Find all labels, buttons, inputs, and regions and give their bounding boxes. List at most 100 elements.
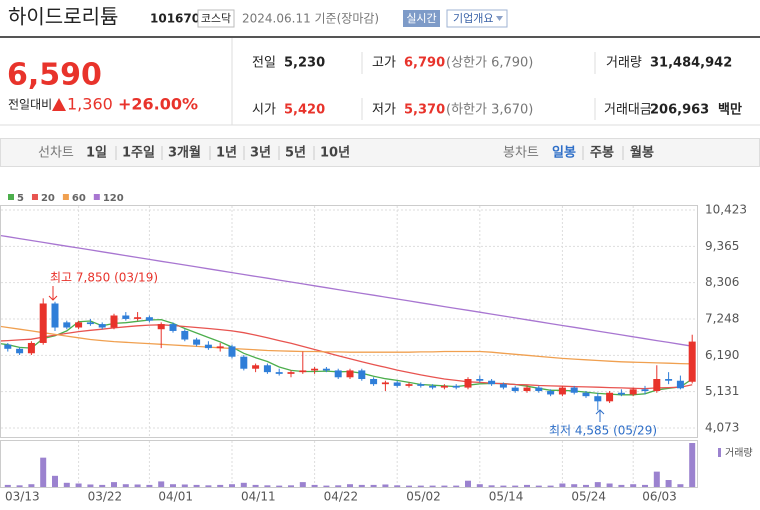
- volume-bar: [606, 483, 613, 487]
- candle-body: [606, 392, 614, 402]
- x-tick-label: 04/01: [158, 490, 193, 504]
- stat-value: 5,420: [284, 103, 325, 118]
- high-arrow: [48, 286, 58, 301]
- period-tab[interactable]: 3년: [250, 146, 271, 161]
- stat-value: 5,370: [404, 103, 445, 118]
- candle-body: [523, 387, 531, 392]
- candle-body: [299, 370, 307, 373]
- volume-bar: [406, 485, 412, 487]
- candle-tab[interactable]: 월봉: [630, 145, 654, 161]
- high-annotation: 최고 7,850 (03/19): [50, 271, 158, 285]
- candle-body: [98, 324, 106, 328]
- candle-body: [464, 379, 472, 388]
- candle-body: [688, 341, 696, 382]
- volume-bar: [500, 485, 507, 487]
- company-label[interactable]: 기업개요: [453, 12, 493, 25]
- volume-bar: [335, 485, 342, 487]
- stock-title: 하이드로리튬: [8, 5, 118, 29]
- candle-body: [240, 356, 248, 369]
- candle-body: [370, 379, 378, 385]
- tab-group-label: 선차트: [38, 146, 74, 161]
- candle-body: [27, 342, 35, 354]
- candle-body: [499, 384, 507, 388]
- candle-body: [86, 322, 94, 325]
- volume-bar: [288, 485, 294, 487]
- plot-frame: [0, 205, 698, 438]
- volume-bar: [677, 484, 684, 487]
- volume-bar: [311, 484, 318, 487]
- period-tab[interactable]: 1주일: [122, 146, 155, 161]
- candle-body: [629, 389, 637, 395]
- volume-bar: [40, 457, 47, 487]
- y-tick-label: 9,365: [705, 239, 739, 253]
- candle-body: [476, 379, 484, 381]
- volume-bar: [252, 484, 259, 487]
- candle-body: [334, 370, 342, 378]
- period-tab[interactable]: 10년: [320, 146, 350, 161]
- candle-tab[interactable]: 일봉: [552, 146, 576, 161]
- realtime-button[interactable]: [403, 10, 440, 27]
- candle-body: [346, 370, 354, 378]
- volume-bar: [358, 484, 365, 487]
- period-tab[interactable]: 1일: [86, 146, 107, 161]
- y-tick-label: 6,190: [705, 348, 739, 362]
- volume-bar: [52, 475, 58, 487]
- volume-bar: [146, 484, 153, 487]
- volume-bar: [99, 484, 106, 487]
- volume-bar: [653, 471, 660, 487]
- candle-body: [4, 344, 12, 349]
- company-button[interactable]: [446, 9, 508, 28]
- candle-body: [322, 368, 330, 371]
- legend-swatch: [93, 194, 100, 200]
- volume-bar: [689, 443, 696, 487]
- legend-swatch: [31, 194, 38, 200]
- candle-body: [39, 303, 47, 343]
- volume-group: [4, 443, 696, 487]
- period-tab[interactable]: 1년: [216, 146, 237, 161]
- low-annotation: 최저 4,585 (05/29): [549, 424, 657, 438]
- candle-body: [405, 384, 413, 386]
- stat-label: 시가: [252, 103, 276, 118]
- volume-bar: [158, 481, 165, 487]
- volume-bar: [16, 485, 23, 487]
- period-tab[interactable]: 3개월: [168, 145, 201, 161]
- legend-swatch: [8, 194, 14, 200]
- candle-tab[interactable]: 주봉: [590, 146, 614, 161]
- candle-body: [204, 344, 212, 349]
- stat-label: 거래량: [606, 56, 642, 71]
- candle-body: [488, 380, 496, 385]
- candle-body: [358, 370, 366, 380]
- x-tick-label: 06/03: [642, 490, 677, 504]
- volume-bar: [111, 482, 117, 487]
- ma-line: [1, 325, 693, 365]
- ma-line: [1, 324, 693, 390]
- x-tick-label: 05/02: [406, 490, 441, 504]
- date-label: 2024.06.11 기준(장마감): [242, 12, 379, 26]
- legend-label: 5: [17, 193, 24, 204]
- volume-bar: [170, 484, 176, 487]
- candle-body: [275, 372, 283, 374]
- change-value: 1,360: [67, 95, 113, 114]
- change-rate: +26.00%: [118, 95, 198, 114]
- candle-body: [665, 379, 673, 381]
- candle-body: [547, 391, 555, 395]
- candle-body: [145, 317, 153, 321]
- candle-body: [417, 384, 425, 386]
- volume-bar: [524, 484, 530, 487]
- volume-bar: [382, 484, 389, 487]
- period-tab[interactable]: 5년: [285, 146, 306, 161]
- realtime-label[interactable]: 실시간: [406, 12, 436, 25]
- low-arrow: [595, 409, 605, 422]
- volume-legend-label: 거래량: [725, 447, 753, 459]
- volume-bar: [559, 483, 566, 487]
- candle-body: [535, 387, 543, 392]
- y-tick-label: 4,073: [705, 421, 739, 435]
- market-badge: [197, 9, 235, 28]
- stat-value: 5,230: [284, 56, 325, 71]
- tab-bar: [0, 138, 760, 167]
- stat-note: (하한가 3,670): [446, 103, 533, 118]
- candle-body: [676, 380, 684, 389]
- candle-body: [452, 385, 460, 388]
- volume-frame: [0, 440, 698, 488]
